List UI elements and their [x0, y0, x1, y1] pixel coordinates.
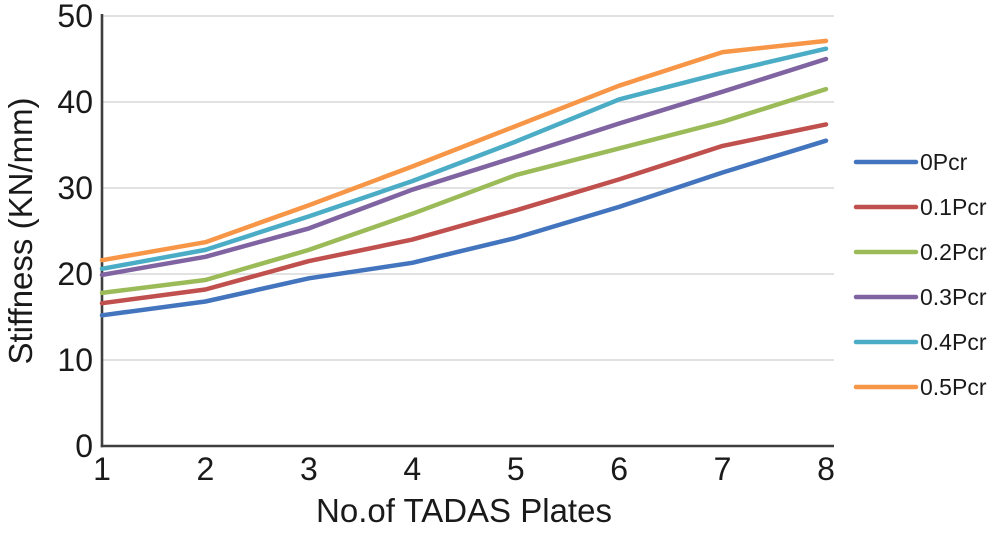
legend-item: 0.4Pcr — [853, 329, 987, 355]
legend-label: 0.1Pcr — [920, 194, 987, 220]
gridlines-layer — [102, 15, 834, 361]
y-tick-label: 50 — [57, 0, 93, 34]
y-tick-label: 40 — [57, 84, 93, 120]
series-line-02pcr — [99, 86, 829, 296]
series-line-01pcr — [99, 122, 829, 306]
legend-item: 0.5Pcr — [853, 374, 987, 400]
x-tick-label: 8 — [817, 451, 835, 487]
x-tick-label: 1 — [93, 451, 111, 487]
y-tick-label: 0 — [75, 428, 93, 464]
series-line-03pcr — [99, 56, 829, 278]
series-line-05pcr — [99, 38, 829, 263]
legend-item: 0Pcr — [853, 149, 968, 175]
series-line-04pcr — [99, 46, 829, 272]
y-tick-label: 30 — [57, 170, 93, 206]
y-tick-label: 10 — [57, 342, 93, 378]
legend-item: 0.1Pcr — [853, 194, 987, 220]
x-tick-label: 5 — [507, 451, 525, 487]
legend-item: 0.2Pcr — [853, 239, 987, 265]
x-tick-label: 4 — [403, 451, 421, 487]
series-layer — [99, 38, 829, 318]
legend-label: 0Pcr — [920, 149, 968, 175]
x-tick-label: 3 — [300, 451, 318, 487]
legend-label: 0.2Pcr — [920, 239, 987, 265]
legend-label: 0.5Pcr — [920, 374, 987, 400]
y-tick-label: 20 — [57, 256, 93, 292]
y-axis-title: Stiffness (KN/mm) — [2, 97, 39, 364]
axes-layer — [100, 14, 834, 448]
x-tick-label: 7 — [714, 451, 732, 487]
series-line-0pcr — [99, 138, 829, 318]
x-tick-label: 6 — [610, 451, 628, 487]
tick-labels-layer: 0 10 20 30 40 50 1 2 3 4 5 6 7 8 — [57, 0, 834, 487]
legend-label: 0.4Pcr — [920, 329, 987, 355]
legend-item: 0.3Pcr — [853, 284, 987, 310]
x-tick-label: 2 — [197, 451, 215, 487]
legend-label: 0.3Pcr — [920, 284, 987, 310]
x-axis-title: No.of TADAS Plates — [316, 492, 612, 529]
legend: 0Pcr 0.1Pcr 0.2Pcr 0.3Pcr 0.4Pcr 0.5Pcr — [853, 149, 987, 400]
